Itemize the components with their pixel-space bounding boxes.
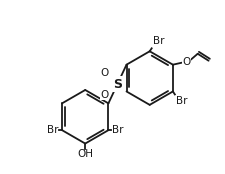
Text: OH: OH [77, 149, 93, 160]
Text: O: O [100, 68, 108, 78]
Text: O: O [100, 90, 108, 100]
Text: Br: Br [112, 125, 124, 135]
Text: S: S [113, 78, 122, 90]
Text: Br: Br [153, 36, 164, 46]
Text: Br: Br [176, 96, 187, 106]
Text: Br: Br [47, 125, 58, 135]
Text: O: O [183, 57, 191, 67]
